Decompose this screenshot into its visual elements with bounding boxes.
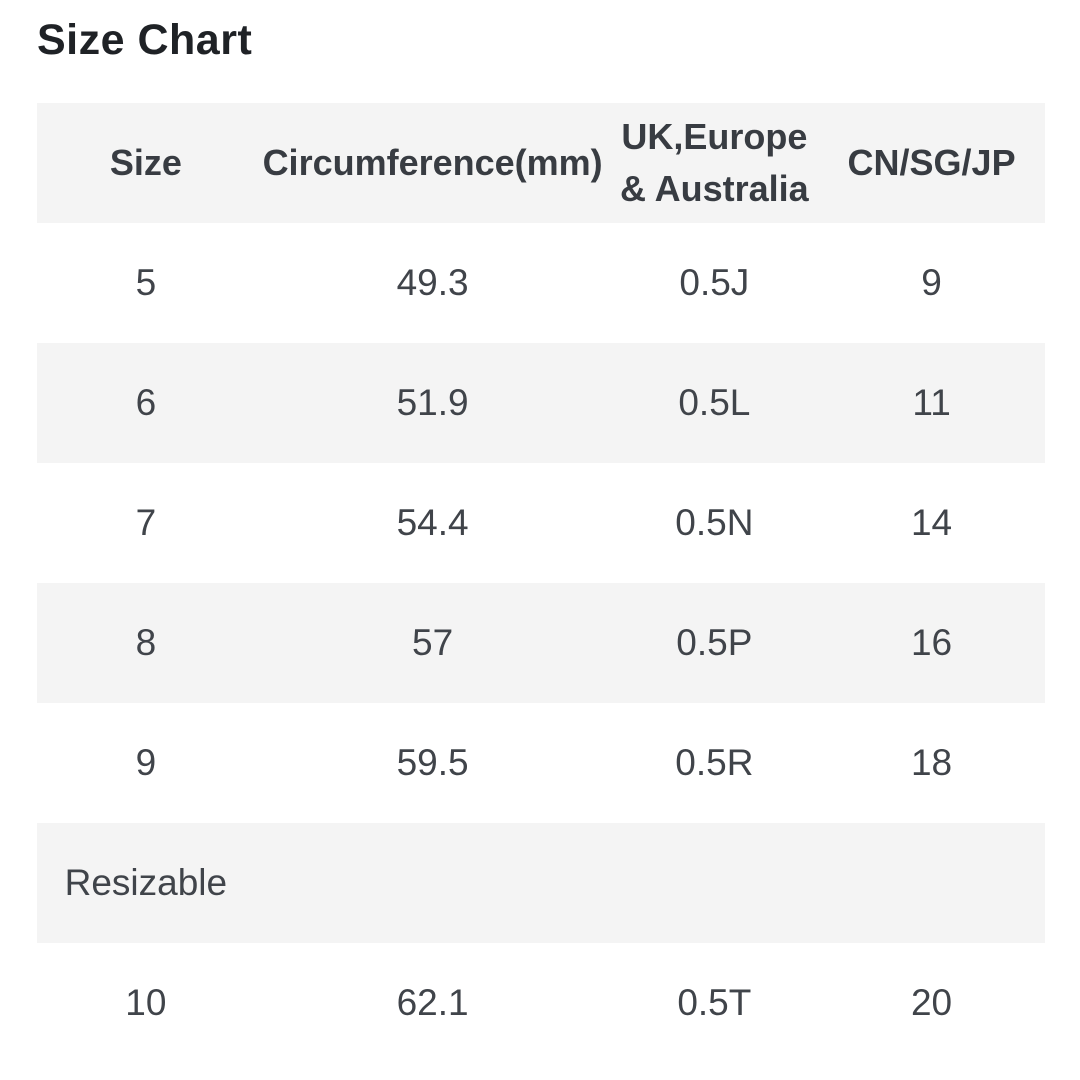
header-cell-cn-sg-jp: CN/SG/JP (847, 141, 1016, 183)
table-cell-uk-europe-australia: 0.5J (679, 261, 750, 303)
table-cell-uk-europe-australia: 0.5P (676, 621, 753, 663)
table-row-size-5: 5 49.3 0.5J 9 (37, 222, 1045, 343)
table-cell-size: 6 (135, 381, 157, 423)
page-title: Size Chart (37, 16, 253, 64)
size-chart-table: Size Circumference(mm) UK,Europe & Austr… (37, 102, 1045, 1063)
header-cell-size: Size (109, 141, 182, 183)
table-cell-uk-europe-australia: 0.5T (677, 981, 752, 1023)
table-cell-circumference: 49.3 (396, 261, 469, 303)
table-cell-circumference: 51.9 (396, 381, 469, 423)
table-cell-circumference: 57 (412, 621, 454, 663)
table-cell-cn-sg-jp: 14 (910, 501, 953, 543)
table-cell-uk-europe-australia: 0.5L (678, 381, 751, 423)
table-row-size-6: 6 51.9 0.5L 11 (37, 342, 1045, 463)
table-cell-size: 8 (135, 621, 157, 663)
table-cell-circumference: 59.5 (396, 741, 469, 783)
table-cell-uk-europe-australia: 0.5N (675, 501, 754, 543)
table-cell-circumference: 54.4 (396, 501, 469, 543)
header-cell-circumference: Circumference(mm) (262, 141, 603, 183)
table-header-row: Size Circumference(mm) UK,Europe & Austr… (37, 102, 1045, 223)
table-cell-cn-sg-jp: 9 (921, 261, 942, 303)
table-row-resizable: Resizable (37, 822, 1045, 943)
table-row-size-7: 7 54.4 0.5N 14 (37, 462, 1045, 583)
table-cell-cn-sg-jp: 16 (910, 621, 953, 663)
table-row-size-8: 8 57 0.5P 16 (37, 582, 1045, 703)
table-cell-size: 7 (135, 501, 157, 543)
table-row-size-9: 9 59.5 0.5R 18 (37, 702, 1045, 823)
table-cell-circumference: 62.1 (396, 981, 469, 1023)
table-row-size-10: 10 62.1 0.5T 20 (37, 942, 1045, 1063)
table-cell-uk-europe-australia: 0.5R (675, 741, 754, 783)
table-cell-size: Resizable (64, 861, 228, 903)
table-cell-size: 9 (135, 741, 157, 783)
table-cell-size: 10 (125, 981, 167, 1023)
table-cell-cn-sg-jp: 20 (910, 981, 953, 1023)
table-cell-cn-sg-jp: 18 (910, 741, 953, 783)
table-cell-cn-sg-jp: 11 (912, 381, 951, 423)
table-cell-size: 5 (135, 261, 157, 303)
header-cell-uk-europe-australia: UK,Europe & Australia (619, 115, 809, 209)
